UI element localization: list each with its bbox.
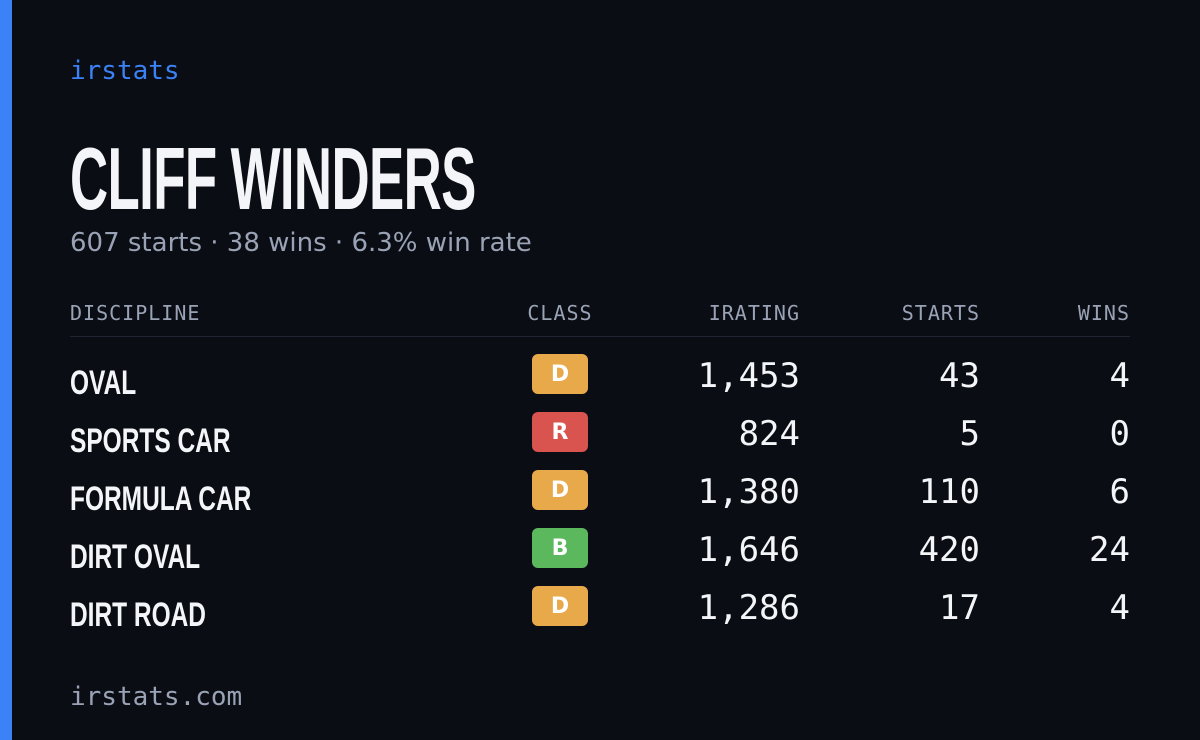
- irating: 1,453: [697, 356, 800, 396]
- irating: 1,646: [697, 530, 800, 570]
- class-badge: B: [532, 528, 588, 568]
- wins: 4: [1109, 588, 1130, 628]
- brand: irstats: [70, 56, 180, 86]
- discipline: SPORTS CAR: [70, 422, 231, 460]
- discipline: DIRT ROAD: [70, 596, 207, 634]
- discipline: DIRT OVAL: [70, 538, 201, 576]
- column-header: IRATING: [708, 301, 800, 325]
- header-rule: [70, 336, 1130, 337]
- irating: 824: [738, 414, 800, 454]
- driver-name: CLIFF WINDERS: [70, 129, 476, 228]
- discipline: FORMULA CAR: [70, 480, 252, 518]
- accent-bar: [0, 0, 12, 740]
- column-header: WINS: [1077, 301, 1130, 325]
- column-header: STARTS: [901, 301, 980, 325]
- footer: irstats.com: [70, 682, 243, 712]
- class-badge: D: [532, 470, 588, 510]
- wins: 24: [1089, 530, 1130, 570]
- driver-summary: 607 starts · 38 wins · 6.3% win rate: [70, 228, 532, 258]
- starts: 110: [918, 472, 980, 512]
- starts: 43: [939, 356, 980, 396]
- class-badge: D: [532, 354, 588, 394]
- class-badge: D: [532, 586, 588, 626]
- wins: 0: [1109, 414, 1130, 454]
- column-header: DISCIPLINE: [70, 301, 201, 325]
- irating: 1,380: [697, 472, 800, 512]
- irating: 1,286: [697, 588, 800, 628]
- column-header: CLASS: [527, 301, 593, 325]
- starts: 17: [939, 588, 980, 628]
- wins: 6: [1109, 472, 1130, 512]
- class-badge: R: [532, 412, 588, 452]
- starts: 5: [959, 414, 980, 454]
- wins: 4: [1109, 356, 1130, 396]
- discipline: OVAL: [70, 364, 137, 402]
- starts: 420: [918, 530, 980, 570]
